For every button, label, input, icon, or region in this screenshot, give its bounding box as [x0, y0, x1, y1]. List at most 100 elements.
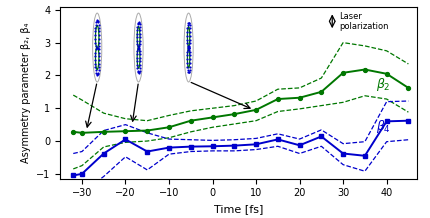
Point	[134, 23, 141, 26]
Point	[187, 27, 194, 30]
Point	[92, 37, 98, 41]
Point	[96, 58, 103, 62]
Point	[185, 46, 192, 50]
Point	[187, 30, 194, 34]
Point	[95, 71, 102, 75]
Point	[96, 62, 103, 66]
Point	[92, 62, 98, 66]
Point	[137, 39, 144, 43]
Point	[135, 46, 142, 49]
Point	[187, 58, 194, 61]
Point	[96, 54, 103, 58]
Point	[133, 39, 140, 43]
Point	[185, 71, 192, 74]
Point	[133, 28, 140, 32]
Point	[133, 32, 140, 35]
Point	[133, 56, 140, 60]
Point	[92, 58, 98, 62]
Point	[93, 72, 100, 76]
Point	[134, 66, 141, 70]
Point	[136, 23, 143, 26]
Point	[184, 24, 191, 27]
Point	[187, 61, 194, 65]
Point	[186, 48, 193, 51]
Point	[185, 21, 192, 25]
Point	[184, 38, 190, 41]
Point	[186, 44, 193, 47]
Point	[92, 33, 98, 37]
Point	[136, 45, 143, 48]
Point	[137, 36, 144, 39]
Point	[184, 61, 190, 65]
Point	[95, 44, 102, 47]
Point	[135, 71, 142, 75]
Point	[184, 34, 190, 38]
Point	[95, 21, 102, 24]
Point	[136, 66, 143, 70]
Point	[95, 69, 102, 72]
Point	[135, 70, 142, 74]
Point	[186, 41, 193, 45]
Point	[96, 51, 103, 54]
Point	[185, 46, 192, 49]
Point	[94, 72, 101, 76]
Point	[92, 29, 98, 33]
Point	[187, 34, 194, 38]
Point	[184, 22, 191, 25]
Point	[186, 50, 193, 54]
Point	[133, 63, 140, 67]
Point	[92, 48, 99, 51]
Point	[96, 29, 103, 33]
Point	[135, 21, 142, 25]
Point	[184, 70, 191, 73]
Point	[135, 46, 142, 49]
Point	[137, 52, 144, 56]
Point	[95, 66, 102, 69]
Point	[94, 19, 101, 22]
Point	[134, 69, 141, 72]
Point	[187, 54, 194, 57]
Point	[184, 27, 191, 30]
Point	[95, 48, 102, 51]
Point	[136, 49, 143, 53]
Point	[184, 58, 190, 61]
Point	[184, 44, 191, 47]
Point	[185, 45, 192, 49]
Point	[137, 60, 144, 63]
Point	[93, 19, 100, 23]
Point	[92, 41, 98, 44]
Point	[134, 25, 141, 29]
Point	[92, 44, 99, 47]
Point	[135, 20, 142, 24]
Point	[186, 24, 193, 27]
Point	[136, 69, 143, 72]
Point	[184, 50, 191, 54]
Point	[92, 26, 99, 29]
Point	[95, 23, 102, 26]
Point	[186, 70, 193, 73]
Point	[136, 25, 143, 29]
Point	[94, 46, 101, 49]
Point	[134, 45, 141, 48]
Point	[92, 69, 99, 72]
Text: Laser
polarization: Laser polarization	[339, 12, 388, 31]
Point	[135, 21, 141, 25]
Point	[186, 68, 193, 72]
Point	[96, 33, 103, 37]
Point	[93, 71, 100, 75]
Point	[96, 41, 103, 44]
Point	[93, 21, 100, 24]
Point	[93, 46, 100, 49]
Point	[137, 32, 144, 35]
Point	[137, 28, 144, 32]
Point	[134, 42, 141, 46]
Point	[187, 65, 194, 68]
Point	[134, 47, 141, 50]
Point	[137, 63, 144, 67]
Point	[94, 73, 101, 76]
Point	[92, 66, 99, 69]
Point	[92, 51, 98, 54]
Y-axis label: Asymmetry parameter β₂, β₄: Asymmetry parameter β₂, β₄	[21, 22, 31, 163]
Point	[184, 68, 191, 72]
Point	[187, 38, 194, 41]
